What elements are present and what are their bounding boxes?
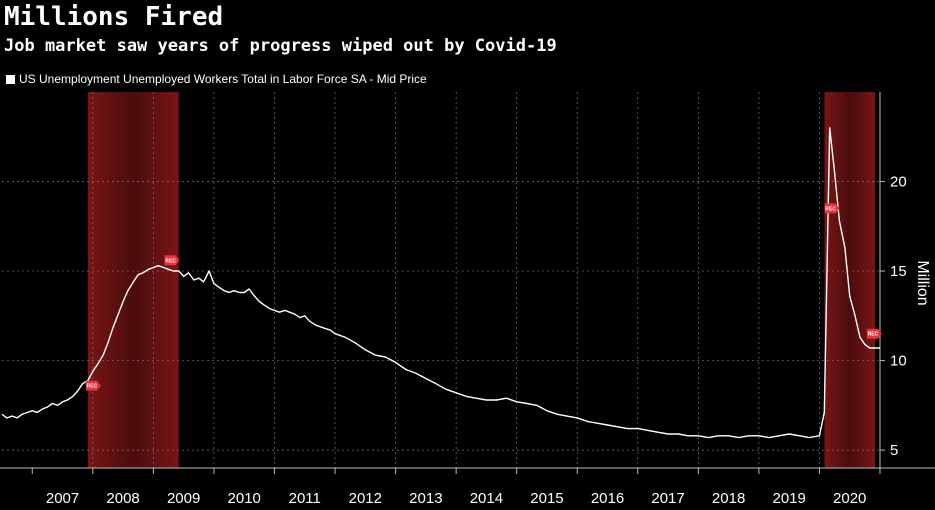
legend: US Unemployment Unemployed Workers Total… xyxy=(6,72,427,86)
recession-bands xyxy=(87,92,875,468)
y-tick-label: 5 xyxy=(890,442,898,459)
rec-marker-label: REC xyxy=(825,206,836,212)
x-tick-label: 2007 xyxy=(46,490,79,507)
x-tick-label: 2009 xyxy=(167,490,200,507)
x-tick-label: 2020 xyxy=(833,490,866,507)
rec-marker-2 xyxy=(824,203,840,214)
series-line-0 xyxy=(1,127,880,439)
y-tick-label: 10 xyxy=(890,353,907,370)
x-tick-label: 2010 xyxy=(228,490,261,507)
x-tick-label: 2016 xyxy=(591,490,624,507)
rec-marker-label: REC xyxy=(87,384,98,390)
y-axis-label: Million xyxy=(914,260,931,305)
y-tick-label: 15 xyxy=(890,263,907,280)
legend-swatch xyxy=(6,74,15,84)
chart-title: Millions Fired xyxy=(4,2,224,32)
rec-marker-1 xyxy=(164,255,180,266)
x-tick-label: 2013 xyxy=(409,490,442,507)
x-tick-label: 2014 xyxy=(470,490,503,507)
x-tick-label: 2019 xyxy=(772,490,805,507)
legend-series-label: US Unemployment Unemployed Workers Total… xyxy=(19,72,427,86)
series-line xyxy=(1,127,880,439)
x-tick-label: 2011 xyxy=(289,490,321,507)
rec-markers: REC REC REC REC xyxy=(85,203,882,391)
x-tick-label: 2017 xyxy=(651,490,684,507)
rec-marker-label: REC xyxy=(868,332,879,338)
x-tick-label: 2008 xyxy=(106,490,139,507)
x-tick-label: 2012 xyxy=(349,490,382,507)
recession-band-0 xyxy=(87,92,179,468)
chart-subtitle: Job market saw years of progress wiped o… xyxy=(4,36,557,56)
rec-marker-label: REC xyxy=(165,258,176,264)
x-tick-label: 2018 xyxy=(712,490,745,507)
axes: 5 10 15 20 2007 2008 2009 2010 2011 2012 2013 2014 2… xyxy=(0,92,935,507)
gridlines xyxy=(2,92,881,468)
rec-marker-0 xyxy=(85,380,101,391)
x-tick-label: 2015 xyxy=(530,490,563,507)
y-tick-label: 20 xyxy=(890,174,907,191)
rec-marker-3 xyxy=(866,328,882,339)
